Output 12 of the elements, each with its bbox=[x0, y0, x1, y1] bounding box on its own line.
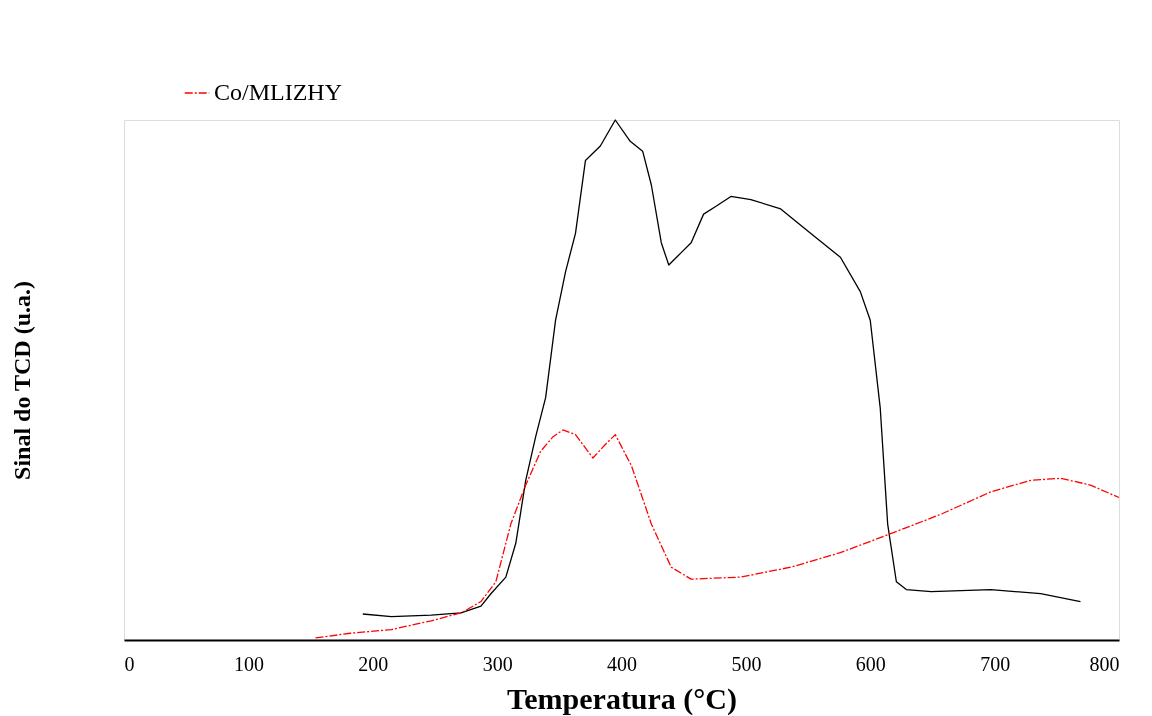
x-tick-label: 200 bbox=[358, 652, 389, 675]
legend-label: Co/MLIZHY bbox=[214, 79, 342, 105]
x-tick-label: 500 bbox=[731, 652, 762, 675]
x-tick-label: 100 bbox=[233, 652, 264, 675]
x-tick-label: 700 bbox=[980, 652, 1011, 675]
x-tick-label: 400 bbox=[607, 652, 637, 675]
x-axis-title: Temperatura (°C) bbox=[506, 681, 738, 716]
y-axis-title: Sinal do TCD (u.a.) bbox=[8, 281, 35, 480]
x-tick-label: 800 bbox=[1089, 652, 1120, 675]
x-tick-label: 300 bbox=[482, 652, 513, 675]
x-tick-label: 0 bbox=[124, 652, 135, 675]
x-tick-label: 600 bbox=[855, 652, 886, 675]
